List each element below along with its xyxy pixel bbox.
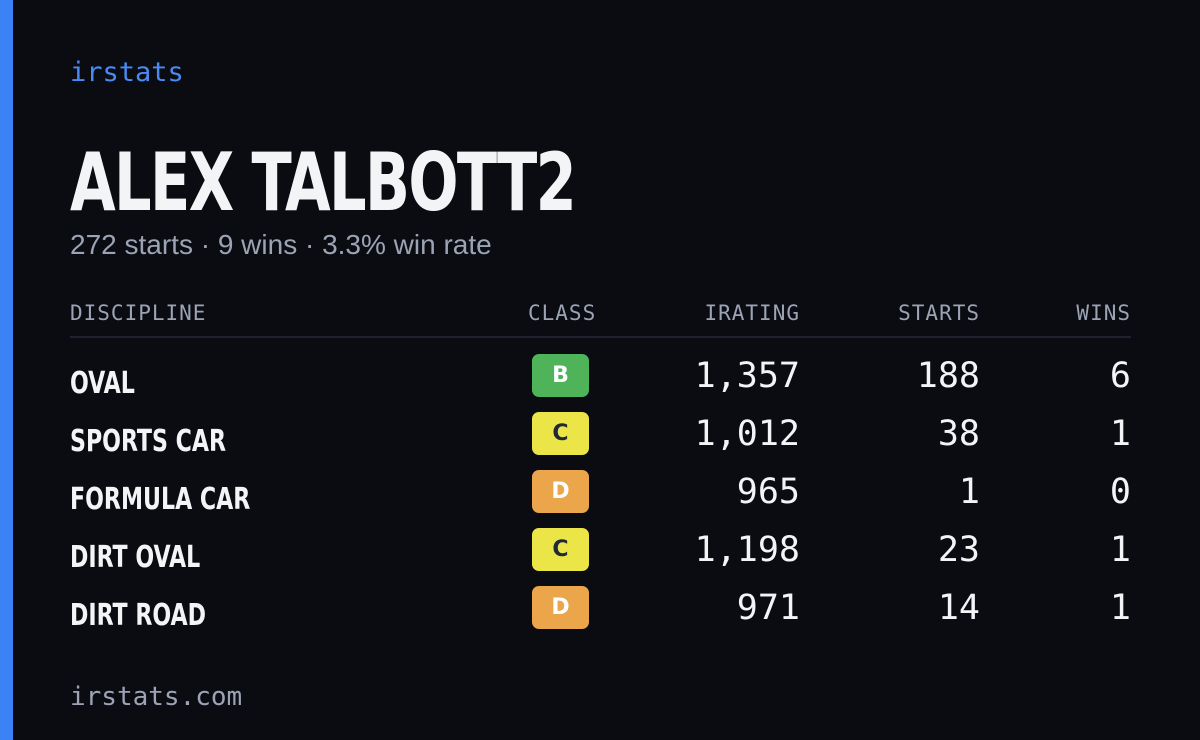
wins-value: 0 <box>1109 472 1131 512</box>
license-class-badge: C <box>532 528 589 571</box>
irating-value: 1,357 <box>694 356 800 396</box>
discipline-table: DISCIPLINE CLASS IRATING STARTS WINS OVA… <box>70 296 1131 644</box>
discipline-name: DIRT ROAD <box>70 598 207 633</box>
header-starts: STARTS <box>898 301 980 325</box>
license-class-badge: C <box>532 412 589 455</box>
license-class-badge: D <box>532 470 589 513</box>
table-row: FORMULA CAR D 965 1 0 <box>70 470 1131 528</box>
license-class-badge: B <box>532 354 589 397</box>
header-class: CLASS <box>528 301 597 325</box>
driver-summary: 272 starts · 9 wins · 3.3% win rate <box>70 229 492 260</box>
footer-url: irstats.com <box>70 682 243 712</box>
starts-value: 188 <box>916 356 980 396</box>
irating-value: 1,198 <box>694 530 800 570</box>
table-row: DIRT ROAD D 971 14 1 <box>70 586 1131 644</box>
discipline-name: DIRT OVAL <box>70 540 201 575</box>
wins-value: 1 <box>1109 588 1131 628</box>
license-class-badge: D <box>532 586 589 629</box>
wins-value: 1 <box>1109 530 1131 570</box>
discipline-name: FORMULA CAR <box>70 482 251 517</box>
irating-value: 1,012 <box>694 414 800 454</box>
discipline-name: SPORTS CAR <box>70 424 227 459</box>
brand-logo: irstats <box>70 57 184 88</box>
header-irating: IRATING <box>704 301 800 325</box>
wins-value: 6 <box>1109 356 1131 396</box>
header-discipline: DISCIPLINE <box>70 301 207 325</box>
starts-value: 23 <box>937 530 980 570</box>
table-header: DISCIPLINE CLASS IRATING STARTS WINS <box>70 296 1131 338</box>
table-row: OVAL B 1,357 188 6 <box>70 354 1131 412</box>
starts-value: 38 <box>937 414 980 454</box>
header-wins: WINS <box>1076 301 1131 325</box>
accent-bar <box>0 0 13 740</box>
starts-value: 1 <box>958 472 980 512</box>
table-body: OVAL B 1,357 188 6 SPORTS CAR C 1,012 38… <box>70 354 1131 644</box>
discipline-name: OVAL <box>70 366 135 401</box>
table-row: DIRT OVAL C 1,198 23 1 <box>70 528 1131 586</box>
irating-value: 965 <box>736 472 800 512</box>
starts-value: 14 <box>937 588 980 628</box>
driver-name: ALEX TALBOTT2 <box>70 136 577 229</box>
wins-value: 1 <box>1109 414 1131 454</box>
irating-value: 971 <box>736 588 800 628</box>
table-row: SPORTS CAR C 1,012 38 1 <box>70 412 1131 470</box>
